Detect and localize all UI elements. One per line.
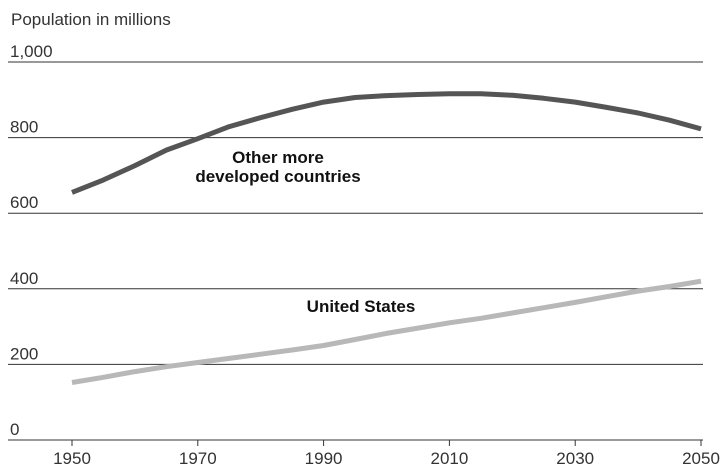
x-tick-label: 2010 bbox=[430, 449, 468, 468]
x-tick-label: 1970 bbox=[179, 449, 217, 468]
y-tick-label: 600 bbox=[10, 193, 38, 212]
series-labels: Other more developed countries United Stat… bbox=[195, 148, 415, 316]
series-label-united-states: United States bbox=[307, 297, 416, 316]
x-axis-tick-labels: 1950 1970 1990 2010 2030 2050 bbox=[53, 440, 720, 468]
series-label-line: Other more bbox=[232, 148, 324, 167]
x-tick-label: 2050 bbox=[682, 449, 720, 468]
series-label-line: developed countries bbox=[195, 167, 360, 186]
y-tick-label: 1,000 bbox=[10, 42, 53, 61]
series-line-united-states bbox=[71, 278, 702, 385]
y-tick-label: 200 bbox=[10, 344, 38, 363]
series-label-line: United States bbox=[307, 297, 416, 316]
y-axis-title: Population in millions bbox=[11, 10, 171, 29]
x-tick-label: 1990 bbox=[305, 449, 343, 468]
y-axis-tick-labels: 0 200 400 600 800 1,000 bbox=[10, 42, 53, 439]
series-line-other-developed bbox=[71, 91, 702, 195]
y-tick-label: 0 bbox=[10, 420, 19, 439]
series-label-other-developed: Other more developed countries bbox=[195, 148, 360, 186]
x-tick-label: 1950 bbox=[53, 449, 91, 468]
gridlines bbox=[8, 61, 703, 441]
x-tick-label: 2030 bbox=[556, 449, 594, 468]
y-tick-label: 400 bbox=[10, 269, 38, 288]
series-lines bbox=[71, 91, 702, 385]
y-tick-label: 800 bbox=[10, 118, 38, 137]
